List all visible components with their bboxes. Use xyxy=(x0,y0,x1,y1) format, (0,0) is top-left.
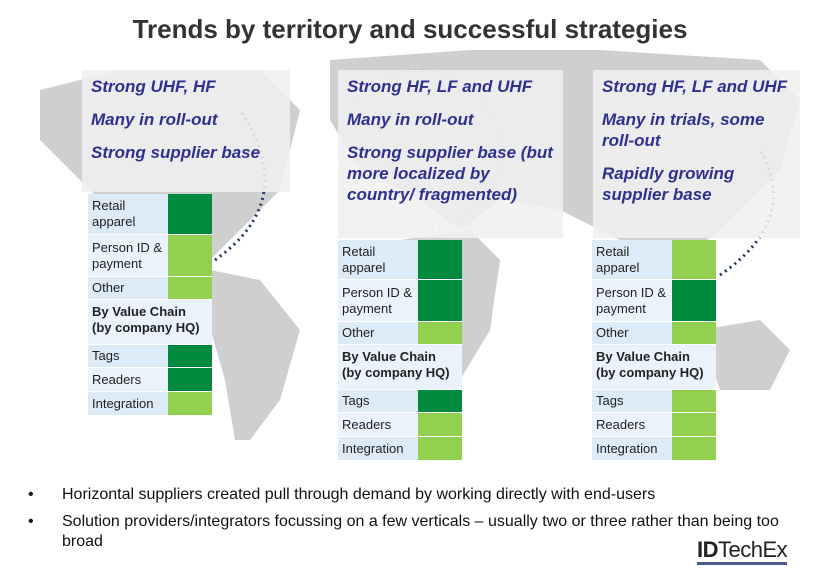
table-row: Integration xyxy=(88,392,212,416)
region-3-table: Retail apparel Person ID & payment Other By… xyxy=(592,240,716,461)
bullet-icon: • xyxy=(28,486,34,503)
strength-indicator-moderate xyxy=(168,392,212,415)
region-heading: Strong HF, LF and UHF xyxy=(347,77,533,96)
region-heading: Many in roll-out xyxy=(91,110,218,129)
table-row: Other xyxy=(88,277,212,300)
strength-indicator-strong xyxy=(418,390,462,412)
strength-indicator-moderate xyxy=(168,277,212,299)
row-label: Person ID & payment xyxy=(338,280,418,321)
row-label: Other xyxy=(88,277,168,299)
table-row: Integration xyxy=(592,437,716,461)
table-row: Person ID & payment xyxy=(338,280,462,322)
row-label: Other xyxy=(338,322,418,344)
row-label: Readers xyxy=(88,368,168,391)
region-heading: Strong supplier base xyxy=(91,143,261,162)
table-row: Tags xyxy=(338,390,462,413)
table-row: Person ID & payment xyxy=(592,280,716,322)
region-2-headings: Strong HF, LF and UHF Many in roll-out Str… xyxy=(338,70,563,238)
value-chain-section-label: By Value Chain (by company HQ) xyxy=(88,300,212,345)
table-row: Readers xyxy=(338,413,462,437)
table-row: Person ID & payment xyxy=(88,235,212,277)
row-label: Integration xyxy=(338,437,418,460)
strength-indicator-strong xyxy=(168,345,212,367)
strength-indicator-moderate xyxy=(672,413,716,436)
row-label: Readers xyxy=(338,413,418,436)
table-row: Retail apparel xyxy=(592,240,716,280)
region-heading: Strong HF, LF and UHF xyxy=(602,77,788,96)
strength-indicator-moderate xyxy=(418,413,462,436)
strength-indicator-strong xyxy=(168,194,212,234)
table-row: Integration xyxy=(338,437,462,461)
value-chain-section-label: By Value Chain (by company HQ) xyxy=(338,345,462,390)
row-label: Person ID & payment xyxy=(592,280,672,321)
row-label: Retail apparel xyxy=(338,240,418,279)
region-1-headings: Strong UHF, HF Many in roll-out Strong sup… xyxy=(82,70,290,192)
strength-indicator-moderate xyxy=(672,437,716,460)
row-label: Readers xyxy=(592,413,672,436)
slide-title: Trends by territory and successful strat… xyxy=(132,14,688,44)
row-label: Integration xyxy=(592,437,672,460)
strength-indicator-moderate xyxy=(168,235,212,276)
row-label: Retail apparel xyxy=(592,240,672,279)
table-row: Tags xyxy=(88,345,212,368)
row-label: Other xyxy=(592,322,672,344)
table-row: Readers xyxy=(88,368,212,392)
row-label: Tags xyxy=(338,390,418,412)
strength-indicator-moderate xyxy=(672,240,716,279)
region-heading: Strong supplier base (but more localized… xyxy=(347,143,553,204)
region-heading: Many in trials, some roll-out xyxy=(602,110,765,150)
idtechex-logo: IDTechEx xyxy=(697,538,788,565)
strength-indicator-moderate xyxy=(418,322,462,344)
strength-indicator-moderate xyxy=(672,322,716,344)
strength-indicator-strong xyxy=(418,280,462,321)
strength-indicator-strong xyxy=(168,368,212,391)
table-row: Other xyxy=(592,322,716,345)
region-heading: Rapidly growing supplier base xyxy=(602,164,735,204)
strength-indicator-moderate xyxy=(418,437,462,460)
table-row: Retail apparel xyxy=(338,240,462,280)
table-row: Readers xyxy=(592,413,716,437)
row-label: Tags xyxy=(88,345,168,367)
table-row: Retail apparel xyxy=(88,194,212,235)
region-heading: Strong UHF, HF xyxy=(91,77,216,96)
region-2-table: Retail apparel Person ID & payment Other By… xyxy=(338,240,462,461)
strength-indicator-strong xyxy=(418,240,462,279)
region-1-table: Retail apparel Person ID & payment Other By… xyxy=(88,194,212,416)
bullet-icon: • xyxy=(28,513,34,530)
strength-indicator-strong xyxy=(672,280,716,321)
region-3-headings: Strong HF, LF and UHF Many in trials, som… xyxy=(593,70,800,238)
row-label: Integration xyxy=(88,392,168,415)
strength-indicator-moderate xyxy=(672,390,716,412)
value-chain-section-label: By Value Chain (by company HQ) xyxy=(592,345,716,390)
region-heading: Many in roll-out xyxy=(347,110,474,129)
table-row: Other xyxy=(338,322,462,345)
row-label: Tags xyxy=(592,390,672,412)
row-label: Person ID & payment xyxy=(88,235,168,276)
table-row: Tags xyxy=(592,390,716,413)
row-label: Retail apparel xyxy=(88,194,168,234)
